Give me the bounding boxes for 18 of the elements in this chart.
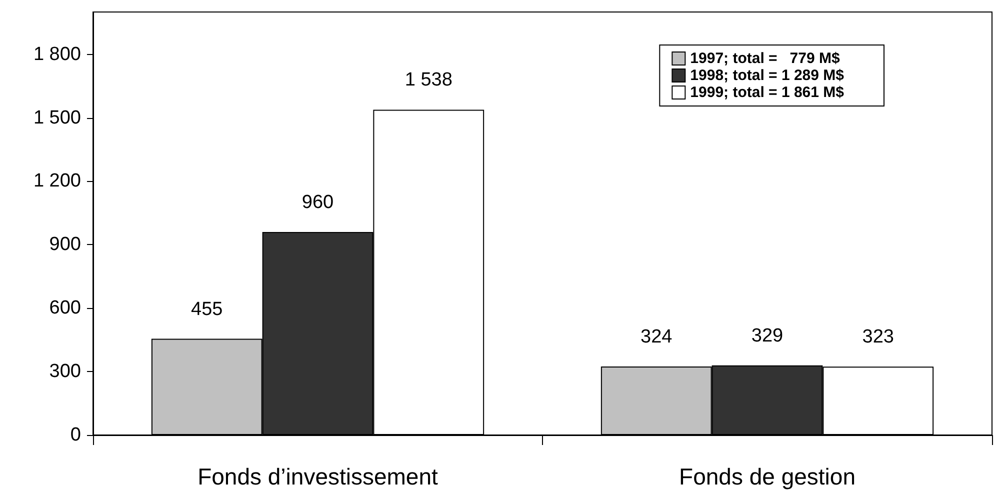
legend-label: 1999; total = 1 861 M$ xyxy=(690,84,845,101)
x-tick-label: Fonds de gestion xyxy=(679,464,856,490)
y-tick-label: 1 500 xyxy=(33,107,81,128)
data-label: 1 538 xyxy=(404,70,452,91)
legend-label: 1997; total = 779 M$ xyxy=(690,50,840,67)
data-label: 455 xyxy=(191,298,223,320)
y-tick-label: 300 xyxy=(49,361,81,382)
y-tick-label: 900 xyxy=(49,234,81,256)
x-tick-label: Fonds d’investissement xyxy=(198,464,439,490)
y-tick-label: 1 200 xyxy=(33,170,81,192)
y-tick-label: 600 xyxy=(49,298,81,319)
data-label: 324 xyxy=(640,326,673,348)
data-label: 960 xyxy=(302,192,334,213)
y-tick-label: 1 800 xyxy=(33,44,81,65)
legend-label: 1998; total = 1 289 M$ xyxy=(690,67,845,84)
y-tick-label: 0 xyxy=(70,424,81,446)
data-label: 329 xyxy=(751,325,784,346)
data-label: 323 xyxy=(862,326,894,348)
